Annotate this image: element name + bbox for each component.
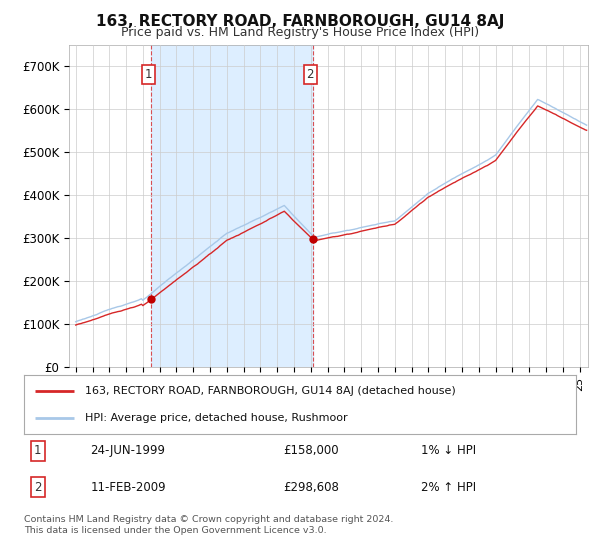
Text: Price paid vs. HM Land Registry's House Price Index (HPI): Price paid vs. HM Land Registry's House … (121, 26, 479, 39)
Text: 2% ↑ HPI: 2% ↑ HPI (421, 480, 476, 493)
Text: This data is licensed under the Open Government Licence v3.0.: This data is licensed under the Open Gov… (24, 526, 326, 535)
Text: 24-JUN-1999: 24-JUN-1999 (90, 445, 165, 458)
Text: 163, RECTORY ROAD, FARNBOROUGH, GU14 8AJ: 163, RECTORY ROAD, FARNBOROUGH, GU14 8AJ (96, 14, 504, 29)
Text: £298,608: £298,608 (283, 480, 340, 493)
Text: Contains HM Land Registry data © Crown copyright and database right 2024.: Contains HM Land Registry data © Crown c… (24, 515, 394, 524)
Text: 163, RECTORY ROAD, FARNBOROUGH, GU14 8AJ (detached house): 163, RECTORY ROAD, FARNBOROUGH, GU14 8AJ… (85, 386, 455, 396)
Text: 2: 2 (307, 68, 314, 81)
Text: 1: 1 (34, 445, 41, 458)
Text: 11-FEB-2009: 11-FEB-2009 (90, 480, 166, 493)
Bar (151, 45, 313, 367)
Text: 2: 2 (34, 480, 41, 493)
Text: £158,000: £158,000 (283, 445, 339, 458)
Text: 1: 1 (145, 68, 152, 81)
Text: 1% ↓ HPI: 1% ↓ HPI (421, 445, 476, 458)
Text: HPI: Average price, detached house, Rushmoor: HPI: Average price, detached house, Rush… (85, 413, 347, 423)
